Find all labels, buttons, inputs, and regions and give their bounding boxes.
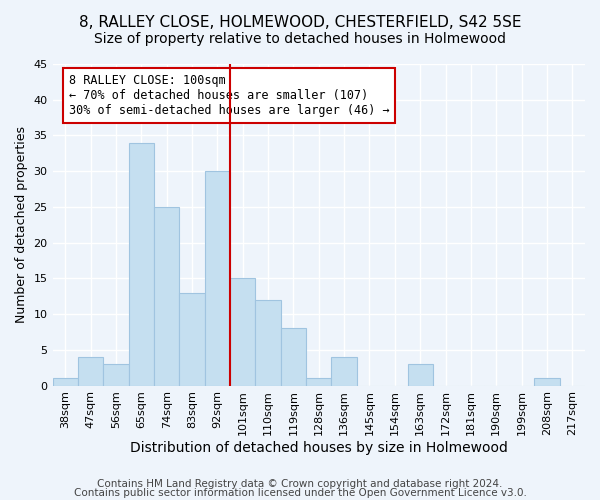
Bar [534, 378, 560, 386]
Bar [230, 278, 256, 386]
Bar [128, 142, 154, 386]
Bar [205, 171, 230, 386]
Text: Size of property relative to detached houses in Holmewood: Size of property relative to detached ho… [94, 32, 506, 46]
Text: 8, RALLEY CLOSE, HOLMEWOOD, CHESTERFIELD, S42 5SE: 8, RALLEY CLOSE, HOLMEWOOD, CHESTERFIELD… [79, 15, 521, 30]
Bar [306, 378, 331, 386]
Text: 8 RALLEY CLOSE: 100sqm
← 70% of detached houses are smaller (107)
30% of semi-de: 8 RALLEY CLOSE: 100sqm ← 70% of detached… [68, 74, 389, 116]
Text: Contains public sector information licensed under the Open Government Licence v3: Contains public sector information licen… [74, 488, 526, 498]
X-axis label: Distribution of detached houses by size in Holmewood: Distribution of detached houses by size … [130, 441, 508, 455]
Bar [407, 364, 433, 386]
Bar [78, 357, 103, 386]
Bar [281, 328, 306, 386]
Bar [179, 292, 205, 386]
Bar [256, 300, 281, 386]
Bar [103, 364, 128, 386]
Bar [154, 207, 179, 386]
Y-axis label: Number of detached properties: Number of detached properties [15, 126, 28, 324]
Text: Contains HM Land Registry data © Crown copyright and database right 2024.: Contains HM Land Registry data © Crown c… [97, 479, 503, 489]
Bar [53, 378, 78, 386]
Bar [331, 357, 357, 386]
